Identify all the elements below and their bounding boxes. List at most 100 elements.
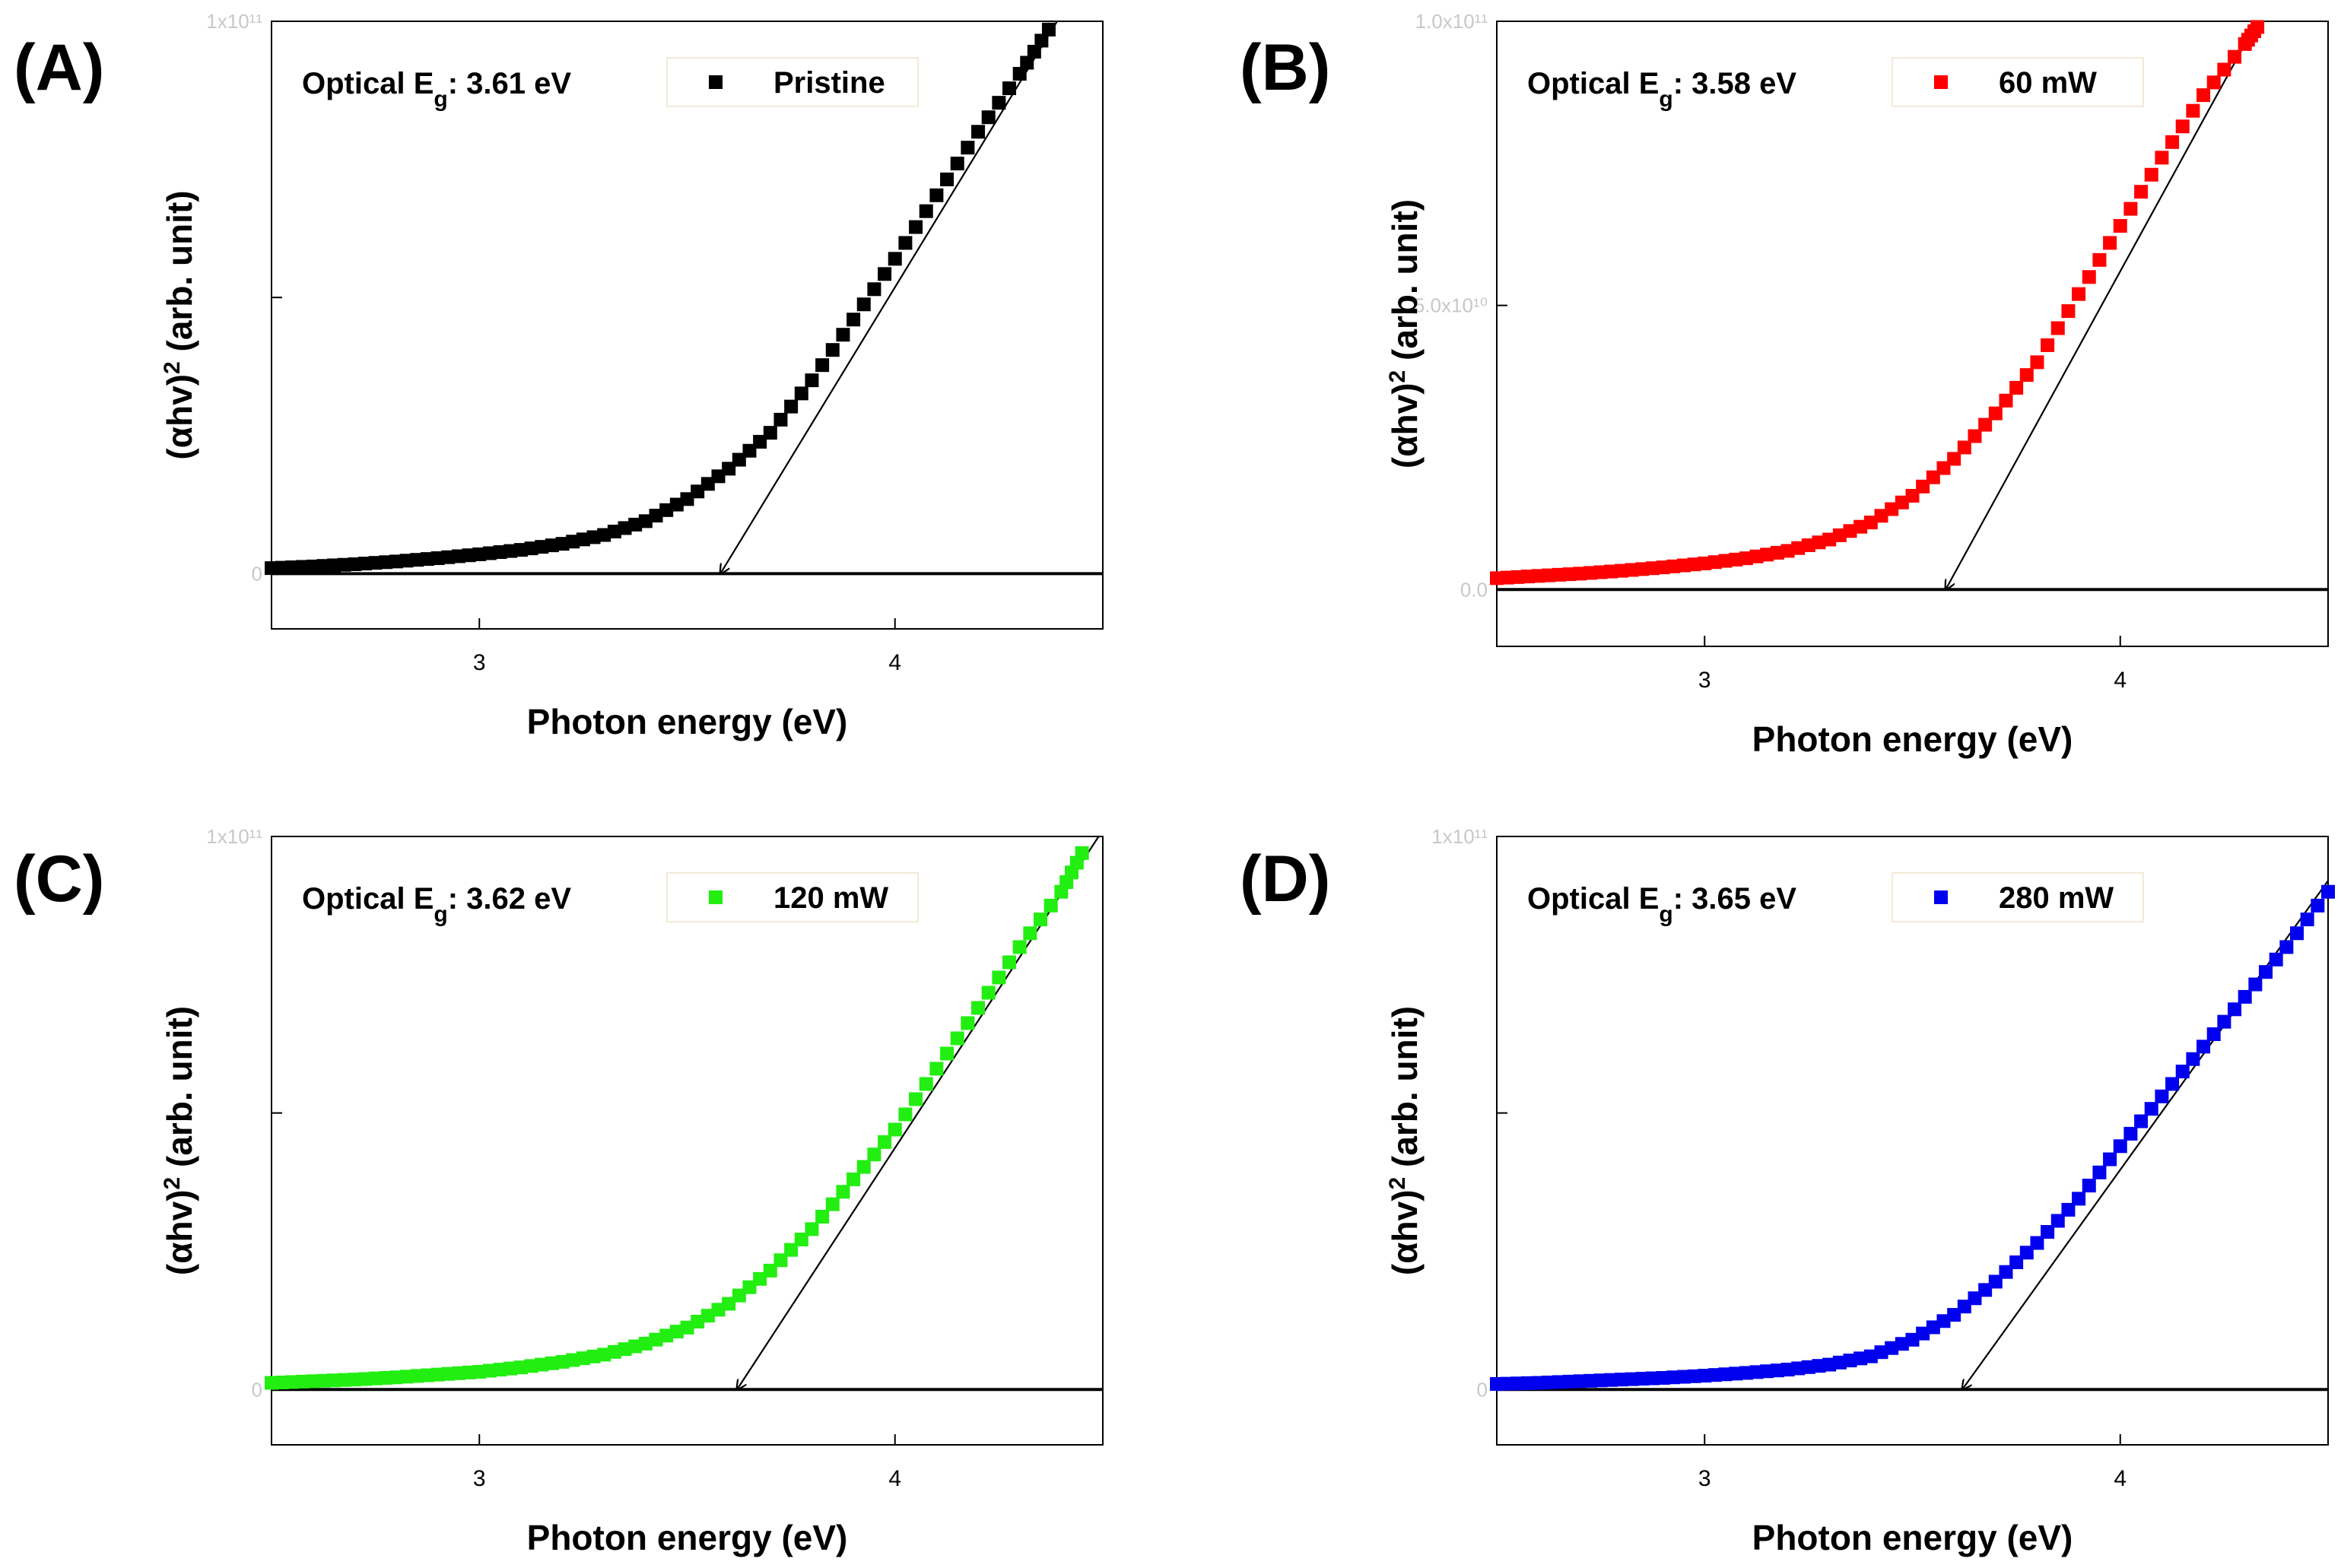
data-point [1520, 1376, 1535, 1390]
data-point [971, 125, 986, 139]
data-point [2041, 338, 2055, 352]
data-point [1027, 44, 1041, 59]
y-axis-label: (αhv)2 (arb. unit) [1385, 199, 1425, 468]
data-point [1999, 1265, 2013, 1279]
data-series [265, 22, 1056, 576]
data-point [2009, 380, 2024, 395]
y-tick-label: 0 [252, 1378, 262, 1401]
data-point [348, 557, 362, 572]
data-point [888, 252, 902, 266]
data-point [638, 1336, 653, 1351]
data-point [326, 1373, 341, 1388]
data-point [1968, 429, 1982, 443]
data-point [1625, 563, 1639, 577]
data-point [316, 559, 331, 573]
data-point [1687, 557, 1701, 572]
data-series [265, 846, 1089, 1390]
data-point [1843, 524, 1857, 538]
y-axis-label: (αhv)2 (arb. unit) [160, 1006, 200, 1275]
data-point [2050, 1214, 2065, 1228]
data-point [2228, 49, 2242, 64]
data-point [2113, 1139, 2127, 1154]
data-point [1739, 551, 1753, 566]
data-point [732, 452, 746, 467]
data-point [357, 1372, 372, 1386]
data-point [2144, 167, 2158, 182]
data-point [2103, 1152, 2117, 1166]
data-point [389, 554, 403, 569]
linear-fit-arrow [720, 21, 1058, 573]
data-point [1510, 1376, 1525, 1391]
data-point [265, 1376, 278, 1390]
plot-frame [1496, 21, 2329, 647]
data-point [1729, 552, 1743, 567]
data-point [1012, 940, 1027, 954]
data-point [929, 188, 944, 202]
data-point [1635, 562, 1650, 576]
data-point [535, 540, 549, 554]
data-point [348, 1373, 362, 1387]
data-point [1957, 440, 1971, 455]
data-point [763, 426, 777, 440]
data-point [805, 373, 819, 388]
data-point [1978, 1283, 1993, 1297]
chart-panel-a: (A) 3 4 0 1x10¹¹ Photon energy (eV) (αhv)2 (ar… [14, 10, 1104, 741]
data-point [1043, 898, 1058, 913]
data-point [929, 1062, 944, 1076]
data-point [649, 1332, 663, 1347]
data-point [847, 1172, 861, 1186]
data-point [1749, 549, 1764, 563]
text-fragment: 2 [1385, 1177, 1410, 1190]
data-point [1562, 1374, 1577, 1389]
x-axis-label: Photon energy (eV) [1752, 1518, 2073, 1557]
data-point [357, 557, 372, 571]
data-point [2009, 1255, 2024, 1269]
data-point [420, 552, 434, 567]
data-point [1812, 1359, 1826, 1373]
data-point [1874, 1345, 1888, 1360]
data-point [1666, 559, 1681, 573]
data-point [1874, 509, 1888, 523]
text-fragment: (αhv) [160, 1189, 199, 1275]
data-point [732, 1288, 746, 1303]
data-point [981, 110, 996, 125]
data-point [1707, 1368, 1722, 1382]
x-tick-label: 4 [2114, 668, 2127, 693]
data-point [265, 561, 278, 576]
panel-label: (B) [1240, 31, 1330, 104]
data-point [555, 537, 570, 551]
data-point [773, 412, 788, 427]
data-point [722, 1297, 736, 1311]
data-point [992, 96, 1006, 110]
data-point [909, 1092, 923, 1106]
data-point [1002, 955, 1017, 970]
data-point [462, 1365, 476, 1379]
data-point [1822, 1357, 1837, 1372]
data-point [524, 541, 538, 556]
data-point [1988, 406, 2003, 421]
data-point [680, 1320, 694, 1335]
data-point [503, 544, 518, 558]
data-point [805, 1222, 819, 1236]
x-tick-label: 3 [1698, 668, 1711, 693]
data-point [2030, 1236, 2044, 1250]
data-point [1926, 1320, 1940, 1335]
data-point [867, 282, 881, 297]
text-fragment: g [1659, 87, 1672, 112]
data-point [1552, 1375, 1566, 1389]
data-point [2186, 103, 2200, 118]
y-tick-label: 0 [1477, 1378, 1488, 1401]
data-point [711, 469, 726, 484]
data-point [1034, 913, 1048, 927]
data-point [2279, 940, 2294, 954]
data-point [992, 970, 1006, 985]
text-fragment: (αhv) [1385, 1189, 1425, 1275]
data-point [545, 1356, 559, 1370]
data-point [2175, 1065, 2190, 1079]
data-point [316, 1373, 331, 1388]
data-point [1957, 1300, 1971, 1314]
panel-label: (C) [14, 843, 104, 916]
data-point [649, 509, 663, 523]
data-point [680, 492, 694, 506]
data-point [836, 328, 850, 342]
